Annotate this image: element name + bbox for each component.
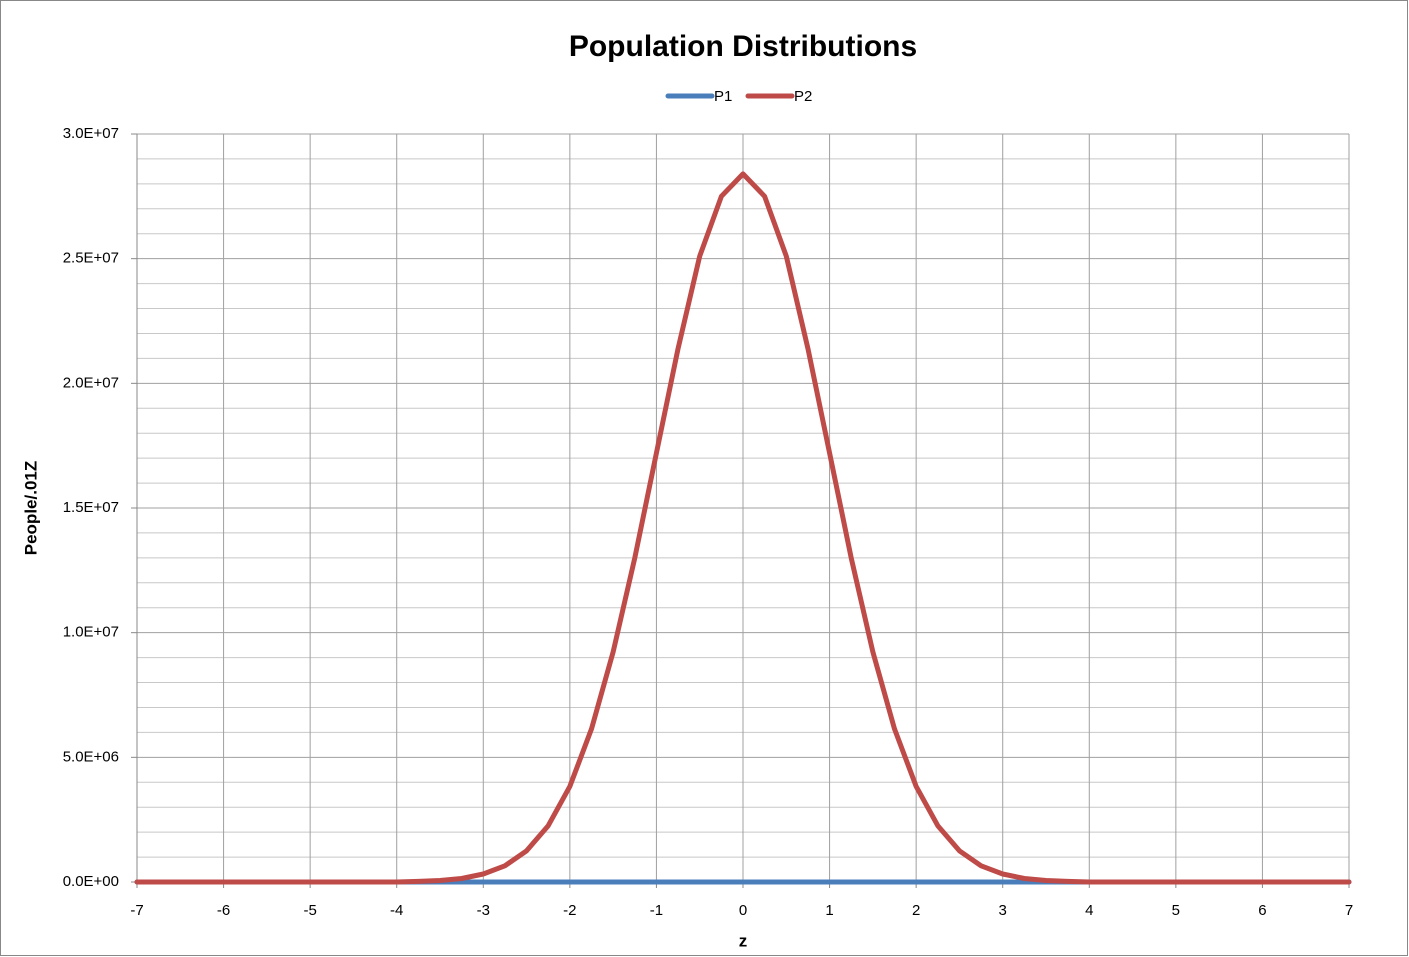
- y-tick-label: 2.5E+07: [63, 250, 119, 267]
- series-line: [134, 171, 1352, 885]
- x-tick-label: -4: [390, 902, 403, 919]
- x-tick-label: -7: [130, 902, 143, 919]
- x-tick-label: 0: [739, 902, 747, 919]
- legend-label: P1: [714, 88, 732, 105]
- y-tick-label: 0.0E+00: [63, 873, 119, 890]
- x-tick-label: -2: [563, 902, 576, 919]
- x-tick-label: -5: [303, 902, 316, 919]
- x-tick-label: -3: [477, 902, 490, 919]
- x-tick-label: 5: [1172, 902, 1180, 919]
- y-tick-label: 5.0E+06: [63, 748, 119, 765]
- x-tick-label: 6: [1258, 902, 1266, 919]
- x-tick-label: 2: [912, 902, 920, 919]
- x-tick-label: 7: [1345, 902, 1353, 919]
- y-tick-label: 2.0E+07: [63, 374, 119, 391]
- y-tick-label: 1.0E+07: [63, 624, 119, 641]
- y-tick-label: 1.5E+07: [63, 499, 119, 516]
- x-axis-label: z: [739, 931, 748, 950]
- x-tick-label: -1: [650, 902, 663, 919]
- x-tick-label: -6: [217, 902, 230, 919]
- x-tick-label: 3: [999, 902, 1007, 919]
- y-axis-label: People/.01Z: [21, 461, 40, 555]
- x-tick-label: 4: [1085, 902, 1093, 919]
- x-tick-label: 1: [825, 902, 833, 919]
- chart-title: Population Distributions: [569, 30, 917, 63]
- y-tick-label: 3.0E+07: [63, 125, 119, 142]
- legend-label: P2: [794, 88, 812, 105]
